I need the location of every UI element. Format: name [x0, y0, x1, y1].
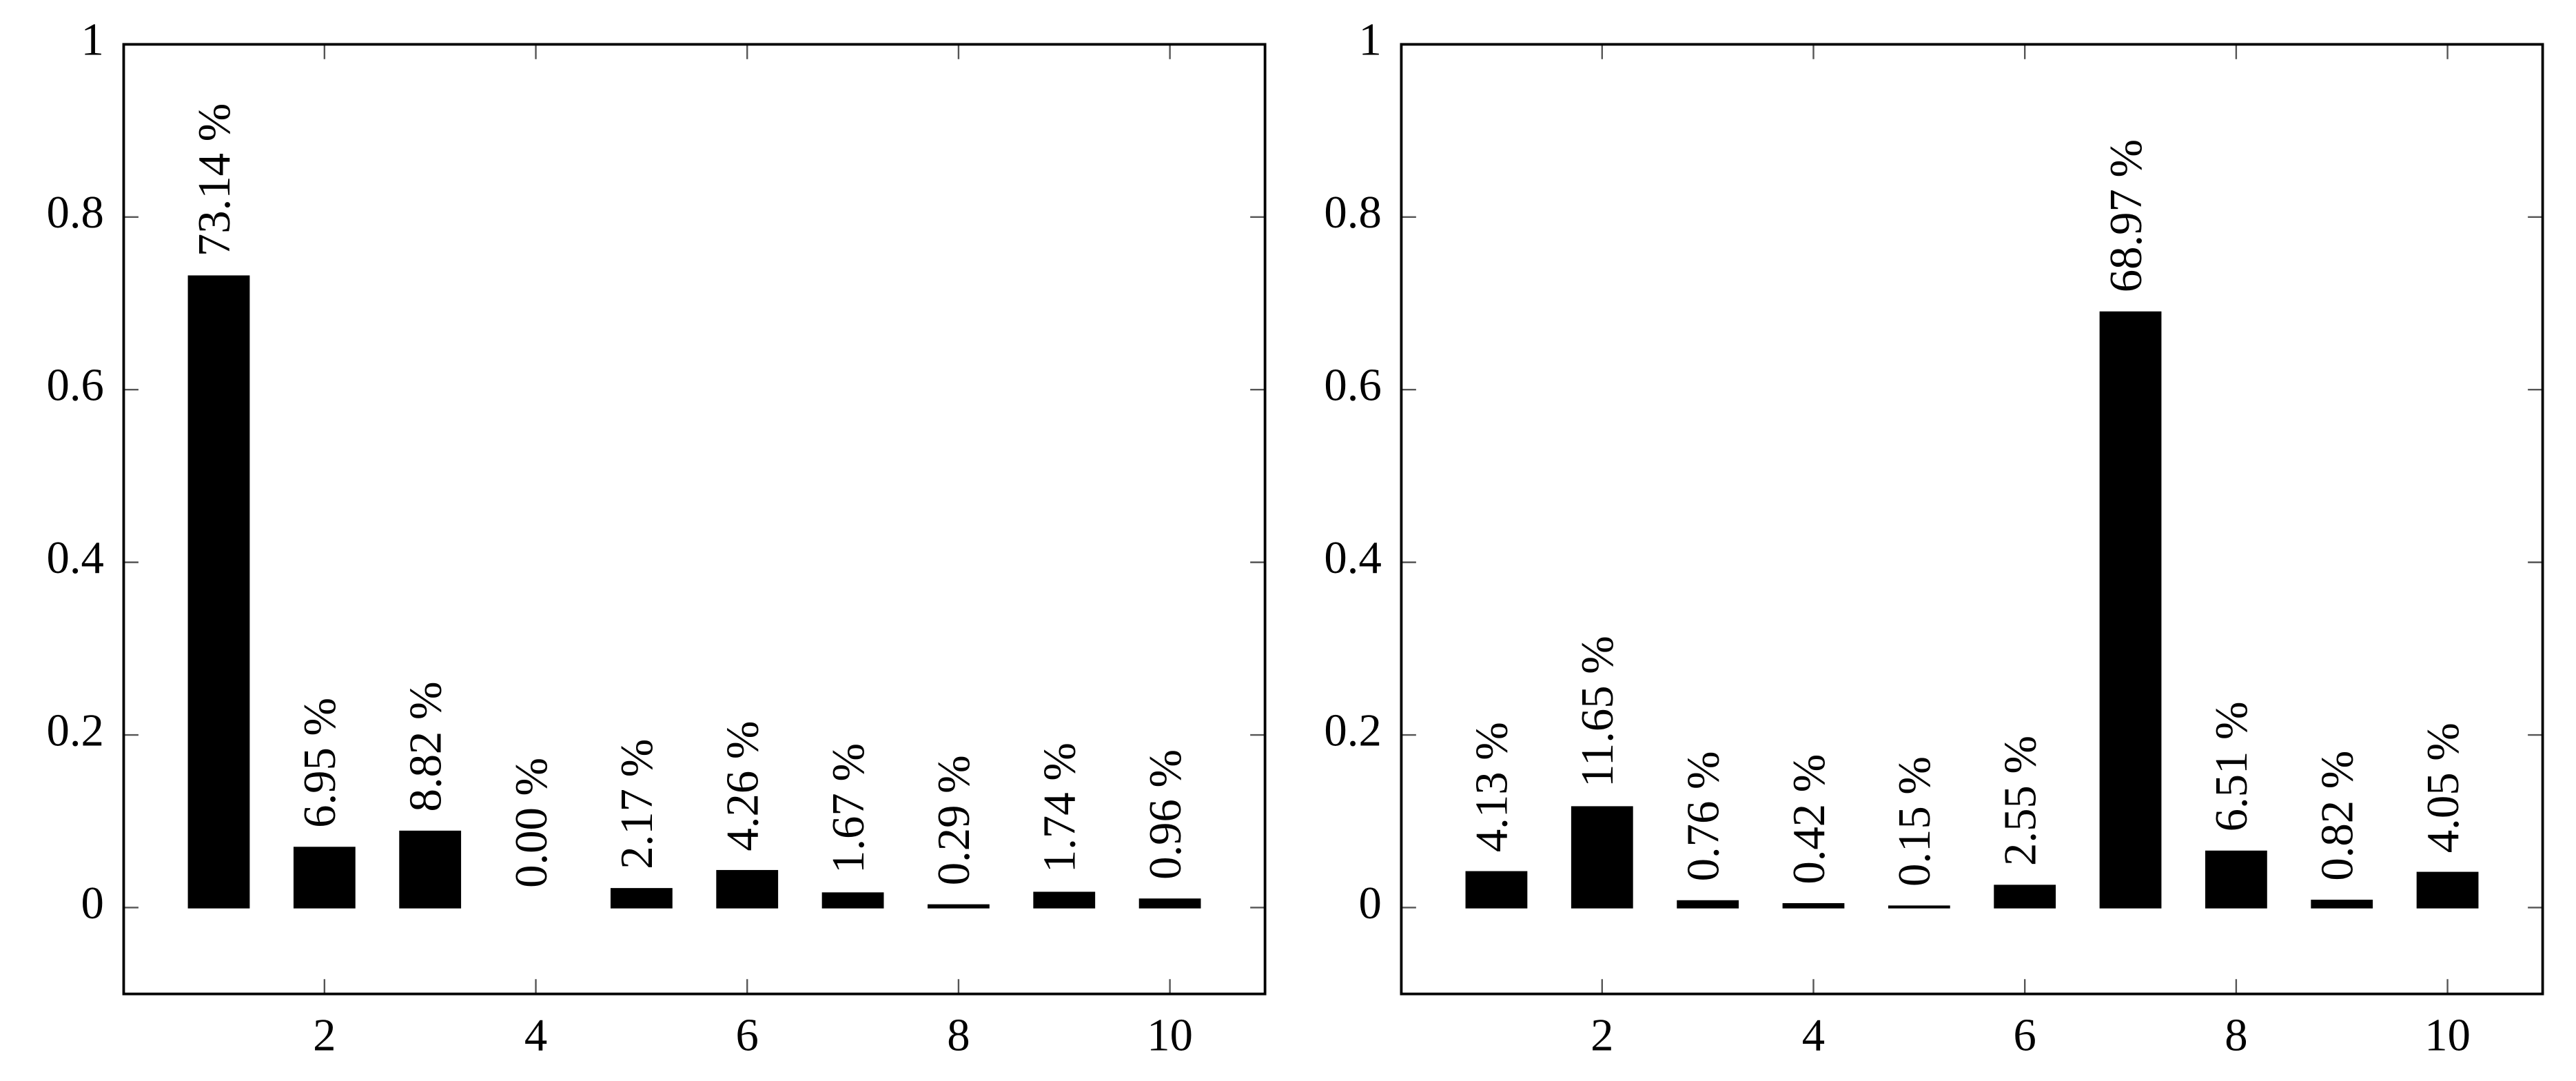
- data-label: 0.96 %: [1141, 749, 1191, 880]
- x-tick-label: 6: [736, 1011, 759, 1061]
- x-tick-label: 2: [1591, 1011, 1613, 1061]
- bar: [1138, 898, 1201, 909]
- data-label: 6.95 %: [295, 698, 345, 828]
- data-label: 0.76 %: [1678, 751, 1728, 881]
- y-tick-label: 0.4: [46, 533, 103, 583]
- bar: [1571, 806, 1633, 909]
- bar: [821, 892, 884, 909]
- x-tick-label: 8: [2225, 1011, 2247, 1061]
- plot-frame: [1400, 43, 2544, 996]
- y-tick-label: 0.2: [1324, 705, 1381, 756]
- y-tick-label: 1: [1358, 15, 1381, 65]
- bar: [1677, 900, 1739, 909]
- data-label: 0.29 %: [929, 755, 979, 885]
- bar: [716, 869, 779, 909]
- data-label: 8.82 %: [400, 681, 451, 811]
- bar: [2311, 900, 2373, 909]
- data-label: 4.26 %: [718, 721, 768, 851]
- data-label: 0.15 %: [1890, 756, 1940, 887]
- data-label: 6.51 %: [2207, 701, 2257, 831]
- x-tick-label: 8: [947, 1011, 970, 1061]
- data-label: 0.42 %: [1784, 754, 1834, 885]
- bar: [1888, 905, 1950, 909]
- x-tick-label: 4: [1802, 1011, 1825, 1061]
- bar: [399, 830, 462, 909]
- bar: [928, 904, 990, 909]
- data-label: 11.65 %: [1573, 636, 1623, 787]
- x-tick-label: 6: [2014, 1011, 2036, 1061]
- plot-frame: [122, 43, 1267, 996]
- data-label: 2.55 %: [1995, 736, 2045, 866]
- y-tick-label: 0.6: [46, 361, 103, 411]
- data-label: 1.67 %: [824, 743, 874, 873]
- y-tick-label: 0: [1358, 878, 1381, 929]
- bar: [1033, 891, 1096, 909]
- data-label: 4.13 %: [1467, 722, 1517, 852]
- x-tick-label: 10: [1147, 1011, 1193, 1061]
- y-tick-label: 0.2: [46, 705, 103, 756]
- bar: [2205, 850, 2267, 909]
- x-tick-label: 4: [524, 1011, 547, 1061]
- data-label: 4.05 %: [2418, 723, 2468, 853]
- bar: [610, 888, 673, 909]
- bar: [2099, 311, 2162, 909]
- y-tick-label: 0.4: [1324, 533, 1381, 583]
- bar: [293, 847, 356, 909]
- bar: [187, 275, 250, 909]
- bar: [1994, 885, 2056, 909]
- data-label: 1.74 %: [1035, 742, 1085, 873]
- data-label: 68.97 %: [2101, 139, 2151, 292]
- y-tick-label: 0.8: [46, 188, 103, 238]
- y-tick-label: 1: [81, 15, 104, 65]
- data-label: 2.17 %: [612, 739, 662, 869]
- data-label: 0.00 %: [507, 758, 557, 888]
- x-tick-label: 10: [2424, 1011, 2471, 1061]
- bar: [1782, 903, 1845, 909]
- bar: [2416, 871, 2479, 909]
- bar: [1465, 871, 1528, 909]
- y-tick-label: 0.6: [1324, 361, 1381, 411]
- data-label: 73.14 %: [190, 103, 240, 256]
- y-tick-label: 0.8: [1324, 188, 1381, 238]
- x-tick-label: 2: [313, 1011, 336, 1061]
- y-tick-label: 0: [81, 878, 104, 929]
- data-label: 0.82 %: [2313, 751, 2363, 881]
